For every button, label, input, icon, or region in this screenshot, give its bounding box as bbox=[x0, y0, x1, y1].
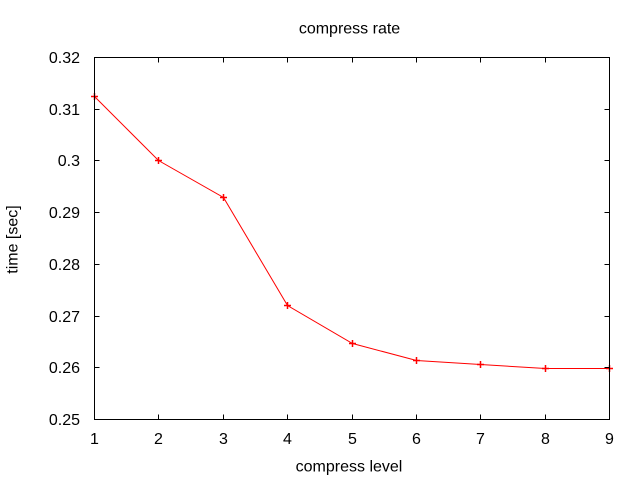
svg-text:4: 4 bbox=[283, 431, 292, 448]
svg-text:1: 1 bbox=[90, 431, 99, 448]
svg-text:7: 7 bbox=[476, 431, 485, 448]
svg-text:0.25: 0.25 bbox=[49, 412, 80, 429]
svg-text:0.31: 0.31 bbox=[49, 102, 80, 119]
svg-text:3: 3 bbox=[219, 431, 228, 448]
svg-text:0.27: 0.27 bbox=[49, 309, 80, 326]
svg-text:5: 5 bbox=[348, 431, 357, 448]
svg-text:compress rate: compress rate bbox=[299, 21, 400, 38]
svg-text:6: 6 bbox=[412, 431, 421, 448]
svg-text:0.3: 0.3 bbox=[58, 153, 80, 170]
svg-text:2: 2 bbox=[154, 431, 163, 448]
svg-text:9: 9 bbox=[605, 431, 614, 448]
svg-text:time [sec]: time [sec] bbox=[5, 205, 22, 273]
svg-text:0.29: 0.29 bbox=[49, 205, 80, 222]
svg-text:compress level: compress level bbox=[296, 459, 403, 476]
svg-text:0.32: 0.32 bbox=[49, 50, 80, 67]
svg-text:0.28: 0.28 bbox=[49, 257, 80, 274]
svg-text:0.26: 0.26 bbox=[49, 360, 80, 377]
svg-text:8: 8 bbox=[541, 431, 550, 448]
